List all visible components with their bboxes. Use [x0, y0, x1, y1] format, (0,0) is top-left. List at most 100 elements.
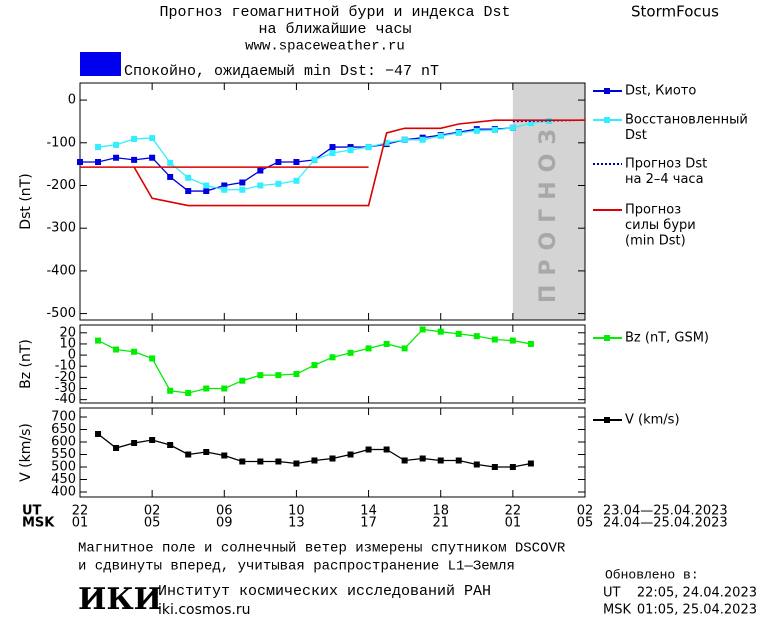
data-point [185, 174, 192, 181]
updated-time: 22:05, 24.04.2023 [637, 586, 757, 601]
forecast-label: ПРОГНОЗ [536, 120, 561, 303]
subtitle: на ближайшие часы [258, 21, 411, 38]
y-tick-label: -500 [46, 306, 76, 321]
data-point [275, 159, 282, 165]
legend-label: Dst, Киото [625, 84, 696, 99]
series-line [80, 119, 585, 207]
data-point [491, 464, 498, 470]
data-point [509, 464, 516, 470]
data-point [509, 337, 516, 344]
brand: StormFocus [631, 3, 719, 21]
y-tick-label: 400 [51, 485, 76, 500]
data-point [149, 135, 156, 142]
data-point [131, 135, 138, 142]
data-point [383, 340, 390, 347]
data-point [473, 461, 480, 468]
y-tick-label: 450 [51, 472, 76, 487]
data-point [113, 445, 120, 451]
data-point [401, 345, 408, 352]
x-tick-label: 01 [505, 516, 522, 531]
data-point [131, 156, 138, 163]
data-point [185, 389, 192, 396]
x-tick-label: 17 [360, 516, 377, 531]
data-point [239, 458, 246, 465]
y-tick-label: -300 [46, 221, 76, 236]
y-tick-label: -40 [55, 392, 76, 407]
data-point [347, 147, 354, 154]
data-point [113, 346, 120, 353]
y-tick-label: 650 [51, 422, 76, 437]
logo: ИКИ [78, 582, 162, 617]
data-point [275, 458, 282, 465]
y-tick-label: -400 [46, 263, 76, 278]
data-point [149, 437, 156, 443]
data-point [383, 446, 390, 453]
footnote: и сдвинуты вперед, учитывая распростране… [78, 559, 515, 575]
data-point [527, 120, 534, 127]
updated-time: 01:05, 25.04.2023 [637, 603, 757, 618]
data-point [149, 154, 156, 161]
footnote: Магнитное поле и солнечный ветер измерен… [78, 540, 566, 557]
y-tick-label: 550 [51, 447, 76, 462]
x-tick-label: 14 [360, 504, 377, 519]
legend-label: на 2–4 часа [625, 172, 704, 187]
y-tick-label: 700 [51, 410, 76, 425]
data-point [203, 182, 210, 189]
x-tick-label: 18 [432, 504, 449, 519]
legend-marker [604, 335, 610, 341]
data-point [203, 385, 210, 392]
legend-label: силы бури [625, 218, 696, 233]
data-point [293, 460, 300, 467]
plot-frame [79, 82, 586, 321]
data-point [383, 139, 390, 146]
data-point [491, 126, 498, 133]
legend-label: Восстановленный [625, 113, 748, 128]
data-point [437, 457, 444, 464]
data-point [347, 349, 354, 356]
y-tick-label: -100 [46, 135, 76, 150]
data-point [329, 354, 336, 361]
data-point [401, 457, 408, 464]
data-point [95, 144, 102, 151]
data-point [437, 328, 444, 335]
data-point [419, 136, 426, 143]
data-point [329, 455, 336, 462]
data-point [203, 188, 210, 195]
data-point [473, 127, 480, 134]
data-point [329, 144, 336, 151]
y-tick-label: 0 [68, 93, 76, 108]
data-point [95, 159, 102, 165]
x-tick-label: 10 [288, 504, 305, 519]
data-point [221, 385, 228, 392]
data-point [455, 330, 462, 337]
data-point [221, 182, 228, 189]
data-point [437, 132, 444, 139]
data-point [113, 154, 120, 161]
data-point [221, 452, 228, 459]
x-tick-label: 09 [216, 516, 233, 531]
x-tick-label: 13 [288, 516, 305, 531]
data-point [167, 159, 174, 166]
data-point [455, 457, 462, 464]
series-line [97, 120, 550, 191]
data-point [311, 362, 318, 369]
data-point [167, 173, 174, 180]
y-tick-label: 0 [68, 348, 76, 363]
data-point [167, 387, 174, 394]
data-point [149, 355, 156, 362]
data-point [311, 457, 318, 464]
updated-label: Обновлено в: [605, 567, 699, 582]
data-point [95, 431, 102, 437]
y-tick-label: -20 [55, 370, 76, 385]
y-axis-label: V (km/s) [18, 423, 34, 482]
data-point [185, 451, 192, 458]
x-tick-label: 05 [144, 516, 161, 531]
updated-zone: UT [603, 586, 621, 601]
data-point [293, 159, 300, 165]
data-point [77, 159, 83, 165]
data-point [185, 188, 192, 195]
y-tick-label: 20 [59, 325, 76, 340]
data-point [257, 167, 264, 174]
x-tick-label: 06 [216, 504, 233, 519]
